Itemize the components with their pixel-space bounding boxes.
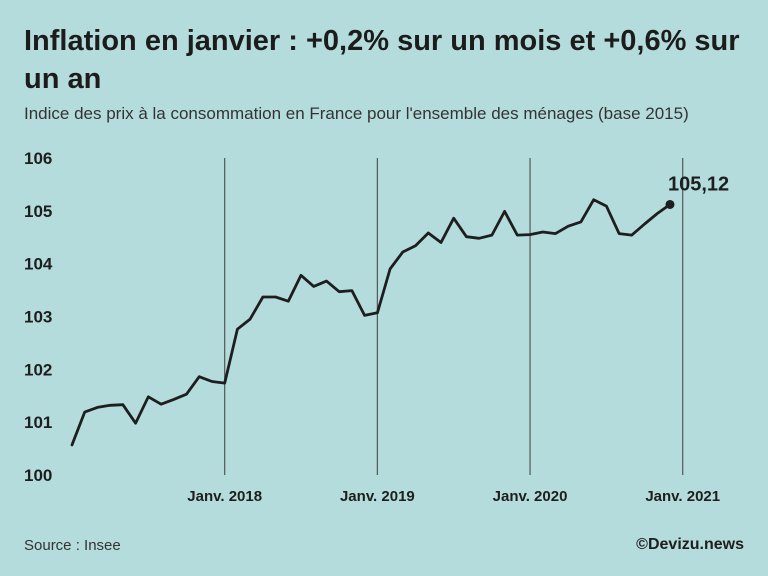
y-axis: 100 101 102 103 104 105 106 (24, 149, 53, 485)
source-note: Source : Insee (24, 537, 121, 554)
credit-watermark: ©Devizu.news (636, 536, 744, 553)
y-tick-label: 100 (24, 466, 52, 485)
x-tick-label: Janv. 2020 (493, 488, 568, 505)
last-value-marker (665, 199, 675, 209)
series-line (70, 198, 672, 447)
x-tick-label: Janv. 2021 (645, 488, 720, 505)
x-tick-label: Janv. 2019 (340, 488, 415, 505)
y-tick-label: 106 (24, 149, 52, 168)
last-value-label: 105,12 (668, 173, 729, 195)
y-tick-label: 104 (24, 255, 53, 274)
y-tick-label: 103 (24, 308, 52, 327)
y-tick-label: 105 (24, 202, 52, 221)
x-tick-label: Janv. 2018 (187, 488, 262, 505)
y-tick-label: 101 (24, 413, 52, 432)
plot-area: 105,12 (70, 173, 729, 447)
y-tick-label: 102 (24, 360, 52, 379)
chart-title: Inflation en janvier : +0,2% sur un mois… (24, 25, 740, 95)
chart-subtitle: Indice des prix à la consommation en Fra… (24, 104, 689, 123)
x-axis: Janv. 2018 Janv. 2019 Janv. 2020 Janv. 2021 (187, 158, 720, 505)
